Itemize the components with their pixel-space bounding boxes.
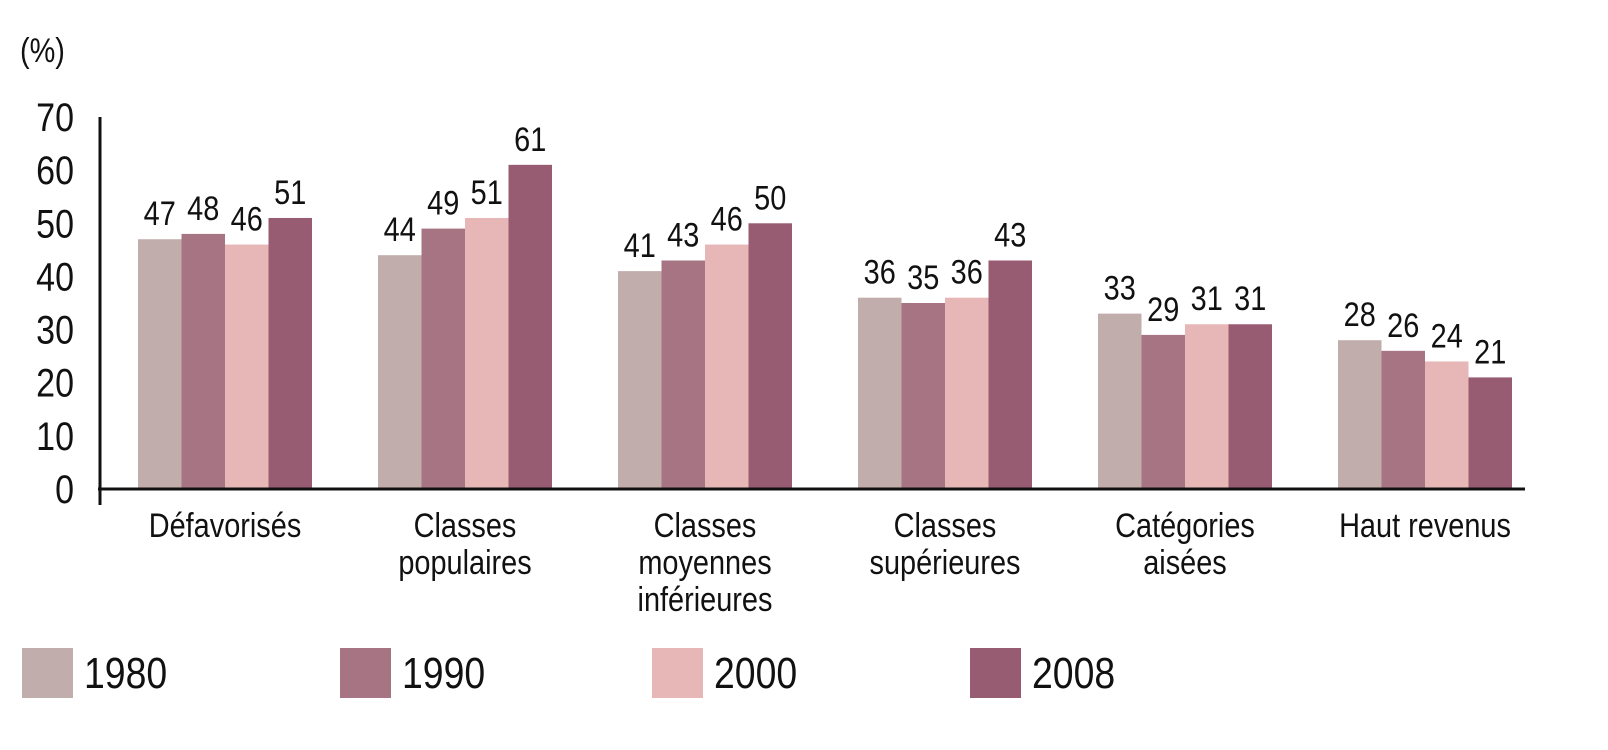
bar-1990 — [181, 233, 225, 489]
value-label: 46 — [711, 199, 743, 238]
bar-2008 — [988, 260, 1032, 489]
bar-2008 — [1228, 324, 1272, 489]
x-category-label: Catégories — [1115, 506, 1255, 545]
bar-1990 — [901, 303, 945, 489]
value-label: 24 — [1431, 316, 1463, 355]
bar-2008 — [1468, 377, 1512, 489]
legend-swatch — [340, 648, 391, 698]
y-tick-label: 50 — [36, 201, 74, 246]
value-label: 43 — [667, 215, 699, 254]
bar-1990 — [661, 260, 705, 489]
y-tick-label: 30 — [36, 307, 74, 352]
bar-1980 — [378, 255, 422, 489]
legend-item-2008: 2008 — [970, 648, 1115, 698]
value-label: 28 — [1344, 295, 1376, 334]
y-tick-label: 40 — [36, 254, 74, 299]
value-label: 36 — [864, 252, 896, 291]
value-label: 46 — [231, 199, 263, 238]
legend-label: 1980 — [84, 648, 167, 698]
x-category-label: Classes — [414, 506, 517, 545]
value-label: 50 — [754, 178, 786, 217]
value-label: 36 — [951, 252, 983, 291]
legend-item-1980: 1980 — [22, 648, 167, 698]
value-label: 31 — [1234, 279, 1266, 318]
bar-2000 — [705, 244, 749, 489]
bar-2000 — [225, 244, 269, 489]
bar-2000 — [465, 217, 509, 489]
value-label: 29 — [1147, 290, 1179, 329]
y-tick-label: 0 — [55, 466, 74, 511]
bar-2008 — [748, 223, 792, 490]
bar-1980 — [618, 271, 662, 489]
legend-item-1990: 1990 — [340, 648, 485, 698]
value-label: 33 — [1104, 268, 1136, 307]
x-category-label: Classes — [654, 506, 757, 545]
y-tick-label: 10 — [36, 413, 74, 458]
value-label: 47 — [144, 194, 176, 233]
x-category-label: populaires — [398, 543, 531, 582]
value-label: 49 — [427, 183, 459, 222]
bar-1980 — [138, 239, 182, 489]
legend-label: 2008 — [1032, 648, 1115, 698]
legend-swatch — [970, 648, 1021, 698]
x-category-label: moyennes — [638, 543, 771, 582]
x-category-label: Classes — [894, 506, 997, 545]
bar-1980 — [858, 297, 902, 489]
y-axis-label: (%) — [20, 31, 65, 70]
bar-1990 — [421, 228, 465, 489]
legend-swatch — [22, 648, 73, 698]
legend-label: 1990 — [402, 648, 485, 698]
value-label: 35 — [907, 258, 939, 297]
bar-2000 — [1425, 361, 1469, 489]
bar-1980 — [1338, 340, 1382, 489]
bar-1990 — [1381, 350, 1425, 489]
bar-1980 — [1098, 313, 1142, 489]
value-label: 26 — [1387, 306, 1419, 345]
value-label: 61 — [514, 120, 546, 159]
value-label: 51 — [274, 173, 306, 212]
bar-2000 — [945, 297, 989, 489]
x-category-label: inférieures — [638, 580, 773, 619]
bar-2008 — [268, 217, 312, 489]
legend-item-2000: 2000 — [652, 648, 797, 698]
y-tick-label: 60 — [36, 148, 74, 193]
bar-2008 — [508, 164, 552, 490]
x-category-label: Haut revenus — [1339, 506, 1511, 545]
value-label: 31 — [1191, 279, 1223, 318]
bar-1990 — [1141, 334, 1185, 489]
y-tick-label: 70 — [36, 94, 74, 139]
x-category-label: supérieures — [870, 543, 1021, 582]
bar-2000 — [1185, 324, 1229, 489]
x-category-label: aisées — [1143, 543, 1227, 582]
y-tick-label: 20 — [36, 360, 74, 405]
value-label: 48 — [187, 189, 219, 228]
x-category-label: Défavorisés — [149, 506, 302, 545]
value-label: 41 — [624, 226, 656, 265]
value-label: 43 — [994, 215, 1026, 254]
legend-swatch — [652, 648, 703, 698]
legend-label: 2000 — [714, 648, 797, 698]
value-label: 44 — [384, 210, 416, 249]
value-label: 21 — [1474, 332, 1506, 371]
value-label: 51 — [471, 173, 503, 212]
